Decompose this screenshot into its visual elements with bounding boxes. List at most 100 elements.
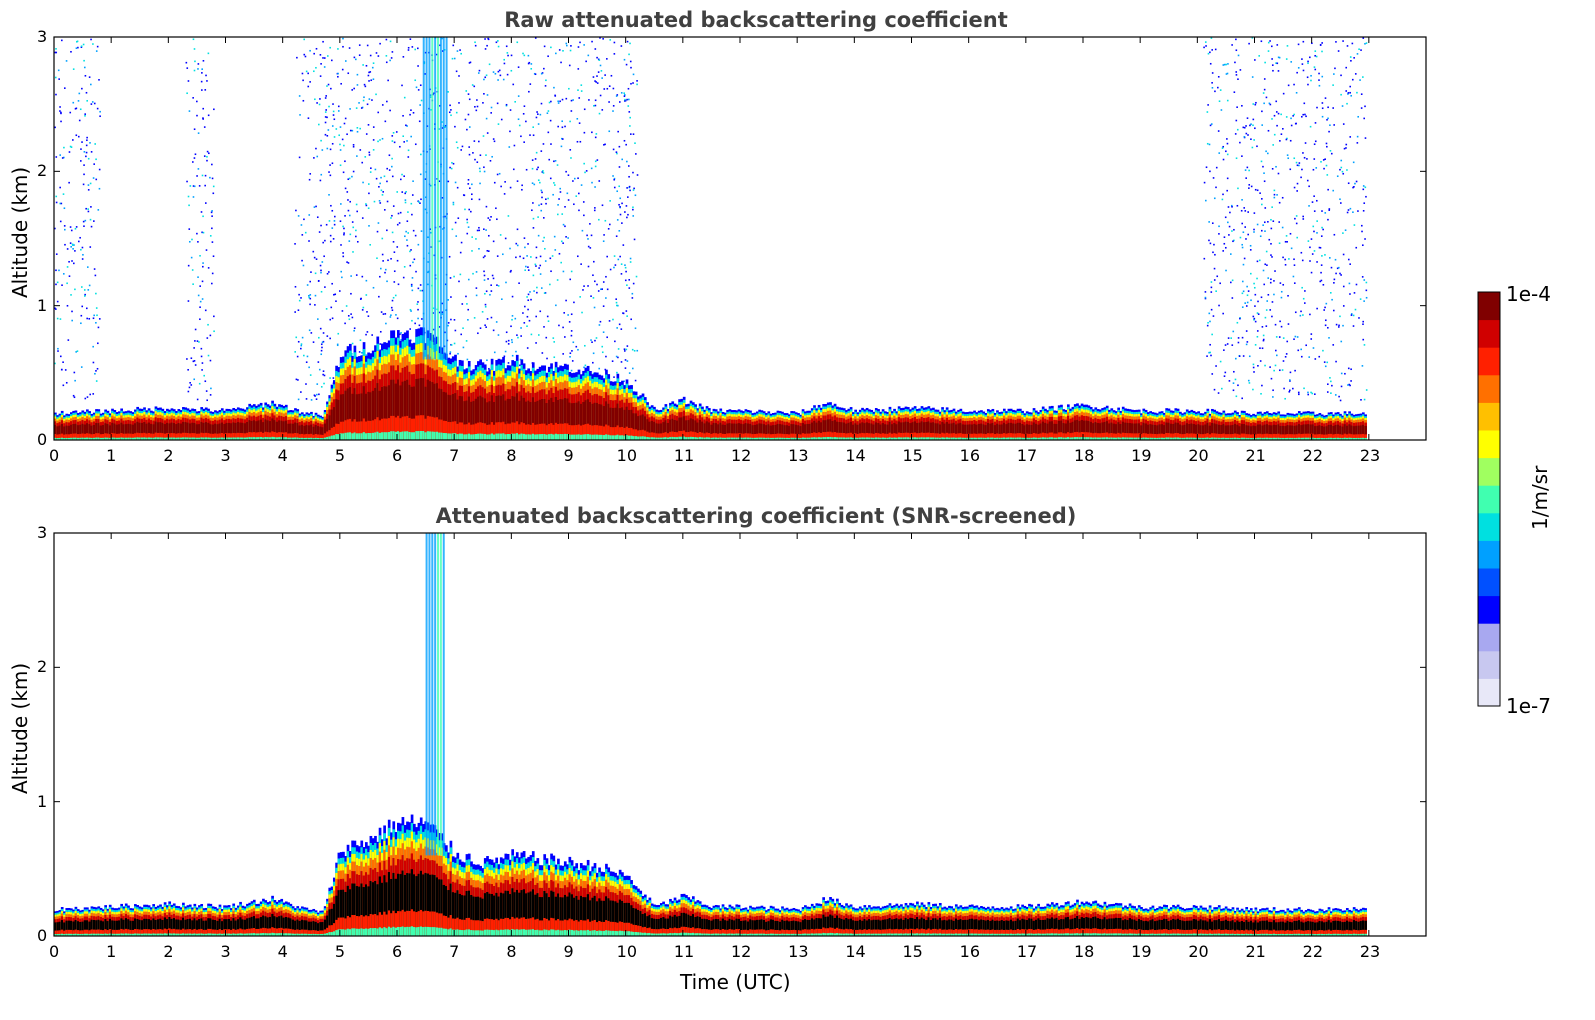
noise-speck <box>316 383 319 385</box>
noise-speck <box>1270 218 1272 221</box>
noise-speck <box>310 271 312 273</box>
noise-speck <box>1287 84 1290 87</box>
noise-speck <box>1258 259 1261 262</box>
noise-speck <box>1332 84 1334 86</box>
noise-speck <box>1287 157 1290 160</box>
noise-speck <box>504 181 506 183</box>
noise-speck <box>476 161 479 163</box>
backscatter-column <box>678 436 681 440</box>
noise-speck <box>72 101 75 104</box>
backscatter-column <box>639 430 643 440</box>
noise-speck <box>1296 236 1299 239</box>
backscatter-column <box>54 433 57 440</box>
noise-speck <box>406 220 409 223</box>
noise-speck <box>1315 199 1318 202</box>
noise-speck <box>467 93 470 95</box>
backscatter-column <box>147 422 151 440</box>
noise-speck <box>612 105 615 107</box>
backscatter-column <box>104 437 107 440</box>
noise-speck <box>325 308 328 310</box>
noise-speck <box>72 139 74 141</box>
backscatter-column <box>284 437 288 440</box>
noise-speck <box>1246 285 1248 288</box>
backscatter-column <box>191 433 194 440</box>
noise-speck <box>631 292 634 295</box>
noise-speck <box>478 167 481 170</box>
noise-speck <box>473 140 476 142</box>
backscatter-column <box>600 404 604 440</box>
noise-speck <box>1289 232 1292 235</box>
backscatter-column <box>392 415 396 440</box>
noise-speck <box>632 82 634 84</box>
noise-speck <box>1254 103 1257 106</box>
backscatter-column <box>506 423 510 440</box>
backscatter-column <box>547 434 551 440</box>
noise-speck <box>624 99 627 102</box>
noise-speck <box>564 336 566 338</box>
backscatter-column <box>499 395 503 440</box>
noise-speck <box>1281 196 1284 199</box>
noise-speck <box>1324 319 1327 322</box>
noise-speck <box>620 45 623 47</box>
noise-speck <box>1249 244 1252 247</box>
backscatter-column <box>303 437 306 440</box>
noise-speck <box>1273 114 1276 117</box>
noise-speck <box>71 310 73 313</box>
backscatter-column <box>621 435 624 440</box>
noise-speck <box>201 72 203 74</box>
noise-speck <box>525 120 527 123</box>
noise-speck <box>557 204 559 206</box>
noise-speck <box>298 156 301 159</box>
backscatter-column <box>472 401 476 440</box>
backscatter-column <box>230 433 233 440</box>
noise-speck <box>1260 40 1263 43</box>
noise-speck <box>601 288 604 290</box>
backscatter-column <box>611 407 615 440</box>
noise-speck <box>1234 133 1237 135</box>
noise-speck <box>1209 170 1211 173</box>
noise-speck <box>192 196 195 198</box>
backscatter-column <box>193 422 197 440</box>
backscatter-column <box>659 433 663 440</box>
backscatter-column <box>248 420 252 440</box>
noise-speck <box>587 238 589 240</box>
noise-speck <box>314 294 317 297</box>
noise-speck <box>188 240 191 243</box>
backscatter-column <box>707 437 711 440</box>
noise-speck <box>363 96 365 99</box>
noise-speck <box>329 174 332 177</box>
noise-speck <box>567 199 570 201</box>
noise-speck <box>494 72 497 75</box>
noise-speck <box>190 357 193 360</box>
noise-speck <box>207 323 209 326</box>
noise-speck <box>1347 258 1350 261</box>
noise-speck <box>490 216 492 218</box>
backscatter-column <box>561 434 565 440</box>
noise-speck <box>314 98 316 101</box>
noise-speck <box>90 103 93 105</box>
noise-speck <box>393 270 396 273</box>
noise-speck <box>382 191 385 193</box>
noise-speck <box>72 394 75 397</box>
backscatter-column <box>630 435 633 440</box>
backscatter-column <box>255 437 258 440</box>
noise-speck <box>605 275 607 278</box>
noise-speck <box>390 257 392 260</box>
noise-speck <box>543 45 546 48</box>
noise-speck <box>557 100 559 103</box>
backscatter-column <box>550 397 553 440</box>
noise-speck <box>85 207 87 210</box>
noise-speck <box>400 339 402 341</box>
noise-speck <box>558 252 561 255</box>
noise-speck <box>541 352 544 354</box>
noise-speck <box>1210 281 1213 283</box>
backscatter-column <box>454 393 457 440</box>
noise-speck <box>55 51 58 54</box>
backscatter-column <box>120 437 123 440</box>
noise-speck <box>539 273 542 275</box>
noise-speck <box>1211 86 1214 89</box>
noise-speck <box>1272 389 1274 392</box>
noise-speck <box>1286 154 1289 156</box>
noise-speck <box>429 184 432 187</box>
noise-speck <box>212 185 215 188</box>
